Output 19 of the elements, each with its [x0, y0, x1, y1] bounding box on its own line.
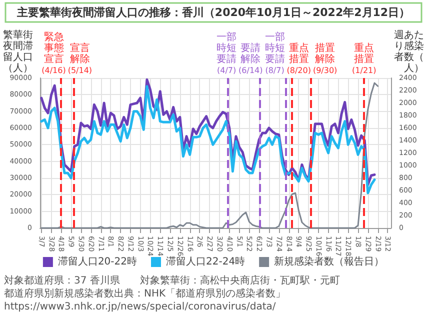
text: 都道府県別新規感染者数出典：NHK「都道府県別の感染者数」: [4, 288, 286, 300]
ref-line-label: 一部時短要請(8/7): [264, 31, 285, 75]
text: 対象都道府県：37 香川県: [4, 274, 120, 286]
legend-label: 新規感染者数（報告日）: [274, 256, 384, 268]
ref-line-label: 措置解除(9/30): [312, 42, 338, 75]
y2-axis-title: 週あたり感染者数（人）: [394, 30, 424, 74]
legend-label: 滞留人口20-22時: [58, 256, 138, 268]
y-axis-title: 繁華街夜間滞留人口（人）: [3, 29, 33, 74]
ref-line-label: 要請解除(6/14): [238, 42, 263, 75]
ref-line-label: 緊急事態宣言(4/16): [42, 31, 66, 75]
ref-line-label: 重点措置(8/20): [286, 42, 311, 75]
ref-line-label: 一部時短要請(4/7): [216, 31, 237, 75]
ref-line-label: 宣言解除(5/14): [68, 42, 92, 75]
line-series: [40, 82, 379, 229]
legend-label: 滞留人口22-24時: [166, 256, 246, 268]
chart-title: 主要繁華街夜間滞留人口の推移：香川（2020年10月1日～2022年2月12日）: [16, 6, 410, 19]
ref-line-label: 重点措置(1/21): [352, 42, 376, 75]
text: https://www3.nhk.or.jp/news/special/coronavirus/data/: [4, 302, 276, 312]
text: 対象繁華街：高松中央商店街・瓦町駅・元町: [140, 274, 340, 286]
